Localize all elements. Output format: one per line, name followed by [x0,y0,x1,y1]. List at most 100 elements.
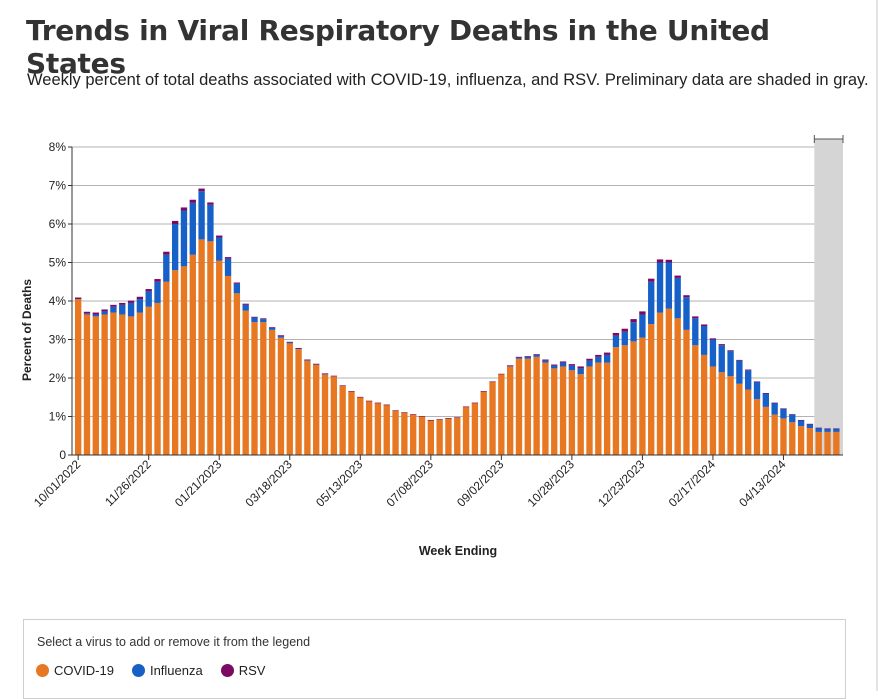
bar-covid-19[interactable] [145,306,152,455]
bar-covid-19[interactable] [127,316,135,455]
bar-rsv[interactable] [145,289,152,292]
bar-influenza[interactable] [789,414,796,423]
bar-covid-19[interactable] [718,372,725,455]
bar-rsv[interactable] [171,220,179,224]
bar-rsv[interactable] [771,402,778,404]
bar-influenza[interactable] [674,277,681,319]
bar-covid-19[interactable] [454,417,461,455]
bar-rsv[interactable] [780,408,787,410]
bar-rsv[interactable] [533,354,540,355]
bar-covid-19[interactable] [110,312,117,455]
bar-influenza[interactable] [198,191,205,240]
bar-covid-19[interactable] [233,293,241,455]
bar-rsv[interactable] [648,278,655,282]
bar-rsv[interactable] [656,259,664,263]
bar-rsv[interactable] [198,188,205,192]
bar-covid-19[interactable] [471,403,479,455]
bar-rsv[interactable] [612,332,620,336]
bar-influenza[interactable] [709,339,717,367]
bar-rsv[interactable] [260,318,267,320]
bar-covid-19[interactable] [586,366,593,455]
bar-covid-19[interactable] [595,362,602,455]
bar-covid-19[interactable] [224,275,232,455]
bar-rsv[interactable] [348,391,355,392]
bar-influenza[interactable] [506,365,514,367]
bar-rsv[interactable] [242,303,249,305]
bar-rsv[interactable] [506,365,514,366]
bar-influenza[interactable] [551,365,558,369]
bar-rsv[interactable] [454,417,461,418]
bar-covid-19[interactable] [445,418,452,455]
bar-influenza[interactable] [101,311,108,315]
bar-influenza[interactable] [648,281,655,325]
bar-influenza[interactable] [727,351,734,377]
bar-rsv[interactable] [797,419,805,421]
bar-covid-19[interactable] [198,239,205,455]
bar-influenza[interactable] [136,299,144,313]
bar-covid-19[interactable] [462,406,470,455]
bar-rsv[interactable] [374,402,382,404]
bar-influenza[interactable] [753,381,761,400]
bar-rsv[interactable] [595,354,602,357]
bar-covid-19[interactable] [824,431,831,455]
bar-influenza[interactable] [630,322,637,342]
bar-covid-19[interactable] [136,312,144,455]
bar-rsv[interactable] [736,359,743,361]
bar-covid-19[interactable] [559,366,567,455]
bar-rsv[interactable] [568,364,576,366]
bar-covid-19[interactable] [374,403,382,455]
bar-rsv[interactable] [436,419,443,420]
bar-influenza[interactable] [524,356,531,359]
bar-influenza[interactable] [621,331,628,346]
bar-influenza[interactable] [110,306,117,313]
bar-covid-19[interactable] [568,370,576,455]
bar-influenza[interactable] [700,326,708,355]
bar-rsv[interactable] [551,364,558,366]
bar-covid-19[interactable] [806,428,814,455]
bar-covid-19[interactable] [656,312,664,455]
bar-covid-19[interactable] [383,404,390,455]
legend-item-rsv[interactable]: RSV [220,663,265,678]
bar-influenza[interactable] [745,370,752,390]
bar-covid-19[interactable] [83,314,91,455]
bar-rsv[interactable] [127,300,135,303]
bar-covid-19[interactable] [639,337,646,455]
bar-rsv[interactable] [824,428,831,430]
bar-influenza[interactable] [92,314,99,317]
bar-influenza[interactable] [145,291,152,307]
bar-covid-19[interactable] [163,281,170,455]
bar-rsv[interactable] [321,373,329,374]
bar-influenza[interactable] [595,356,602,363]
bar-influenza[interactable] [771,403,778,415]
bar-covid-19[interactable] [577,374,584,455]
bar-influenza[interactable] [683,297,690,330]
bar-influenza[interactable] [542,360,549,363]
bar-covid-19[interactable] [762,406,770,455]
bar-influenza[interactable] [559,362,567,367]
bar-influenza[interactable] [260,319,267,323]
bar-rsv[interactable] [216,235,223,238]
bar-influenza[interactable] [171,224,179,271]
bar-covid-19[interactable] [648,324,655,455]
bar-covid-19[interactable] [171,270,179,455]
bar-rsv[interactable] [268,327,276,328]
bar-covid-19[interactable] [780,418,787,455]
bar-covid-19[interactable] [515,358,523,455]
bar-rsv[interactable] [674,275,681,278]
bar-influenza[interactable] [321,373,329,375]
bar-rsv[interactable] [224,257,232,259]
bar-covid-19[interactable] [410,414,417,455]
bar-covid-19[interactable] [692,345,699,455]
bar-influenza[interactable] [180,210,188,267]
bar-influenza[interactable] [119,304,126,315]
bar-covid-19[interactable] [498,374,505,455]
bar-rsv[interactable] [410,414,417,415]
bar-rsv[interactable] [163,251,170,255]
bar-covid-19[interactable] [771,414,778,455]
bar-rsv[interactable] [136,296,144,300]
bar-covid-19[interactable] [524,358,531,455]
bar-rsv[interactable] [313,363,320,365]
bar-influenza[interactable] [224,258,232,276]
bar-covid-19[interactable] [506,366,514,455]
bar-covid-19[interactable] [427,420,434,455]
